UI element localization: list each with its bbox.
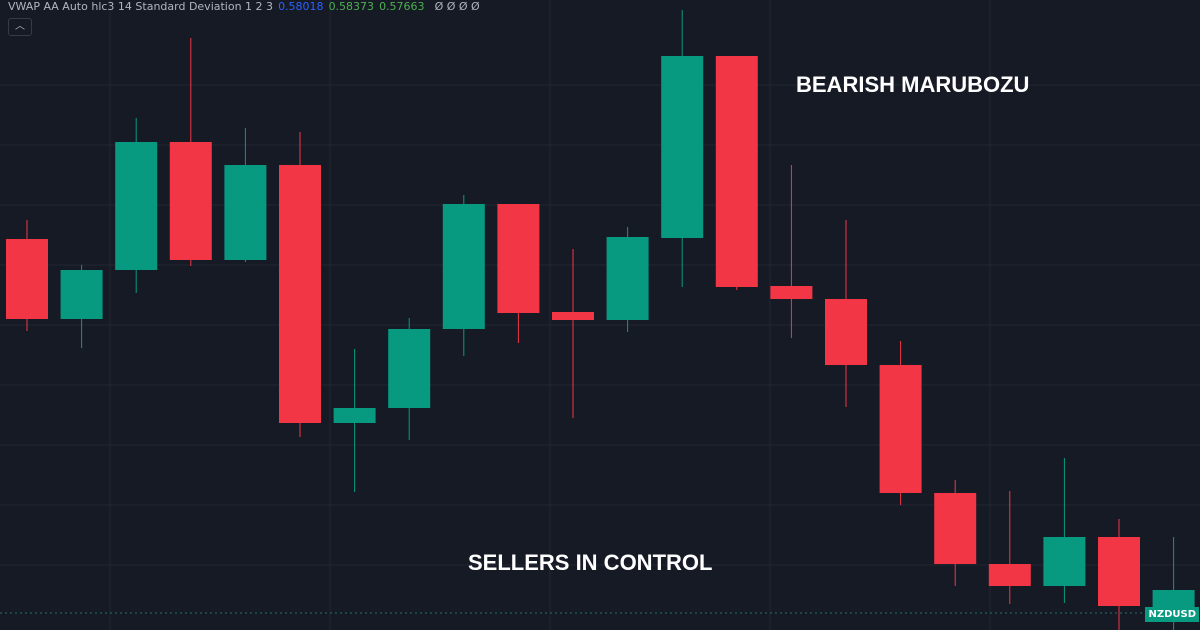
- candle-body: [988, 564, 1031, 586]
- candle-body: [1043, 537, 1086, 586]
- candle-body: [606, 237, 649, 320]
- annotation: BEARISH MARUBOZU: [796, 72, 1029, 97]
- candle-body: [115, 142, 158, 270]
- candle-body: [934, 493, 977, 564]
- candle-body: [1098, 537, 1140, 606]
- candle-body: [552, 312, 594, 320]
- indicator-value: 0.57663: [379, 0, 425, 13]
- indicator-value: 0.58018: [278, 0, 324, 13]
- indicator-value: 0.58373: [328, 0, 375, 13]
- candle-body: [825, 299, 867, 365]
- candle-body: [388, 329, 431, 408]
- annotation: SELLERS IN CONTROL: [468, 550, 712, 575]
- candle-body: [661, 56, 704, 238]
- candle-body: [169, 142, 212, 260]
- candle-body: [333, 408, 376, 423]
- symbol-label: NZDUSD: [1145, 607, 1199, 622]
- collapse-button[interactable]: ︿: [8, 18, 32, 36]
- candle-body: [715, 56, 758, 287]
- candle-body: [442, 204, 485, 329]
- indicator-name: VWAP AA Auto hlc3 14 Standard Deviation …: [8, 0, 274, 13]
- candle-body: [879, 365, 922, 493]
- candle-body: [1152, 590, 1195, 608]
- indicator-legend: VWAP AA Auto hlc3 14 Standard Deviation …: [8, 0, 485, 13]
- candle-body: [279, 165, 321, 423]
- candle-body: [497, 204, 540, 313]
- indicator-empty: Ø Ø Ø Ø: [434, 0, 480, 13]
- candle-body: [6, 239, 48, 319]
- candle-body: [770, 286, 813, 299]
- candle-body: [224, 165, 267, 260]
- candle-body: [60, 270, 103, 319]
